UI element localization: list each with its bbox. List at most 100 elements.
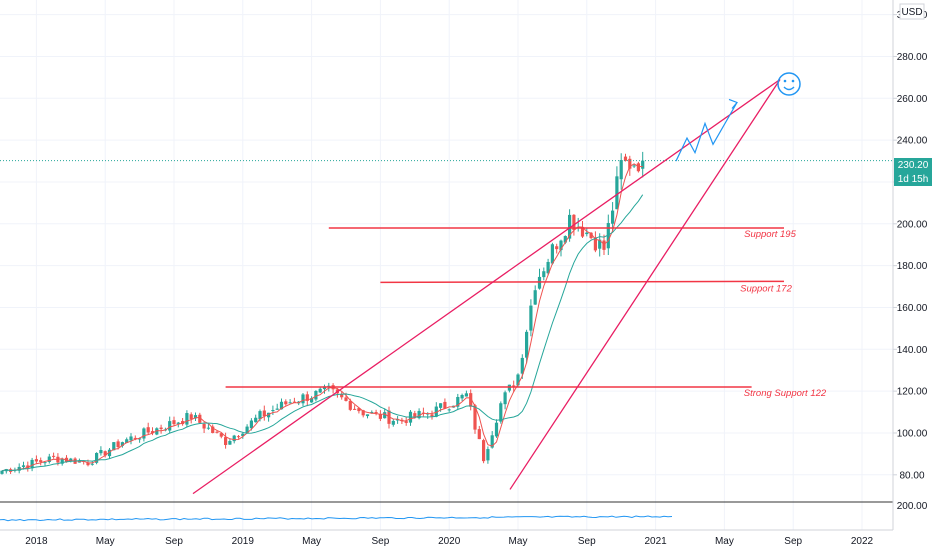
candle-body <box>636 163 640 172</box>
candle-body <box>47 456 51 462</box>
y-tick-label: 180.00 <box>897 261 928 272</box>
candle-body <box>301 394 305 404</box>
candle-body <box>456 396 460 407</box>
candle-body <box>469 393 473 407</box>
candle-body <box>533 290 537 305</box>
grid <box>0 0 893 530</box>
candle-body <box>520 357 524 374</box>
candle-body <box>26 465 30 469</box>
candle-body <box>537 276 542 289</box>
candle-body <box>318 388 322 393</box>
candle-body <box>580 226 585 237</box>
candle-body <box>150 431 155 434</box>
candle-body <box>348 400 352 410</box>
candle-body <box>413 413 417 417</box>
candle-body <box>305 394 309 401</box>
candle-body <box>378 414 382 419</box>
candle-body <box>206 427 210 429</box>
candle-body <box>155 428 159 435</box>
candle-body <box>125 439 129 443</box>
candle-body <box>202 424 206 429</box>
candle-body <box>460 394 464 399</box>
y-tick-label: 100.00 <box>897 428 928 439</box>
candle-body <box>129 436 133 441</box>
candle-body <box>611 210 615 224</box>
candle-body <box>585 232 589 235</box>
moving-averages <box>1 163 644 472</box>
candle-body <box>172 420 176 425</box>
smiley-mouth <box>783 86 795 91</box>
support-line <box>380 280 785 284</box>
x-tick-label: 2020 <box>438 536 461 547</box>
candles <box>0 151 645 475</box>
support-label: Support 172 <box>740 283 792 294</box>
candle-body <box>486 449 490 461</box>
candle-body <box>288 402 292 404</box>
x-tick-label: Sep <box>578 536 596 547</box>
candle-body <box>391 420 395 425</box>
y-tick-label: 280.00 <box>897 52 928 63</box>
countdown-bg <box>894 172 932 186</box>
y-tick-label: 140.00 <box>897 345 928 356</box>
candle-body <box>198 414 202 423</box>
candle-body <box>138 438 142 440</box>
candle-body <box>589 232 593 239</box>
x-tick-label: May <box>509 536 528 547</box>
candle-body <box>344 397 348 401</box>
x-tick-label: Sep <box>165 536 183 547</box>
candle-body <box>525 331 529 358</box>
candle-body <box>439 403 443 408</box>
projection-arrowhead <box>728 98 739 109</box>
candle-body <box>529 305 533 331</box>
y-tick-label: 260.00 <box>897 94 928 105</box>
candle-body <box>615 176 619 210</box>
candle-body <box>563 236 567 243</box>
y-tick-label: 80.00 <box>899 470 924 481</box>
lower-pane: 200.00 <box>0 501 928 522</box>
candle-body <box>107 449 112 457</box>
candle-body <box>374 412 378 414</box>
candle-body <box>267 412 271 418</box>
x-tick-label: May <box>302 536 321 547</box>
candle-body <box>473 405 477 430</box>
candle-body <box>365 414 370 417</box>
lower-pane-label: 200.00 <box>897 501 928 512</box>
candle-body <box>490 435 494 448</box>
y-tick-label: 200.00 <box>897 219 928 230</box>
candle-body <box>245 426 249 434</box>
candle-body <box>103 451 107 456</box>
candle-body <box>512 385 516 387</box>
candle-body <box>546 261 550 274</box>
candle-body <box>593 237 597 251</box>
candle-body <box>598 239 602 249</box>
candle-body <box>249 420 253 429</box>
candle-body <box>559 240 563 251</box>
candle-body <box>279 401 284 410</box>
candle-body <box>69 458 73 462</box>
currency-label: USD <box>901 7 922 18</box>
candle-body <box>357 408 361 412</box>
price-axis-bg <box>893 0 932 550</box>
y-tick-label: 240.00 <box>897 136 928 147</box>
candle-body <box>499 403 503 422</box>
candle-body <box>258 411 262 420</box>
candle-body <box>176 422 180 424</box>
candle-body <box>17 466 21 471</box>
lower-trendline <box>509 79 781 490</box>
candle-body <box>361 410 365 416</box>
candle-body <box>632 165 636 167</box>
x-tick-label: Sep <box>784 536 802 547</box>
candle-body <box>628 158 632 169</box>
candle-body <box>310 398 314 403</box>
candle-body <box>396 419 400 421</box>
candle-body <box>340 394 344 398</box>
candle-body <box>314 390 318 400</box>
candle-body <box>284 401 288 405</box>
candle-body <box>383 412 387 419</box>
candle-body <box>0 470 4 474</box>
lower-pane-line <box>0 515 673 522</box>
candle-body <box>30 459 34 469</box>
candle-body <box>482 440 486 462</box>
candle-body <box>254 417 258 423</box>
